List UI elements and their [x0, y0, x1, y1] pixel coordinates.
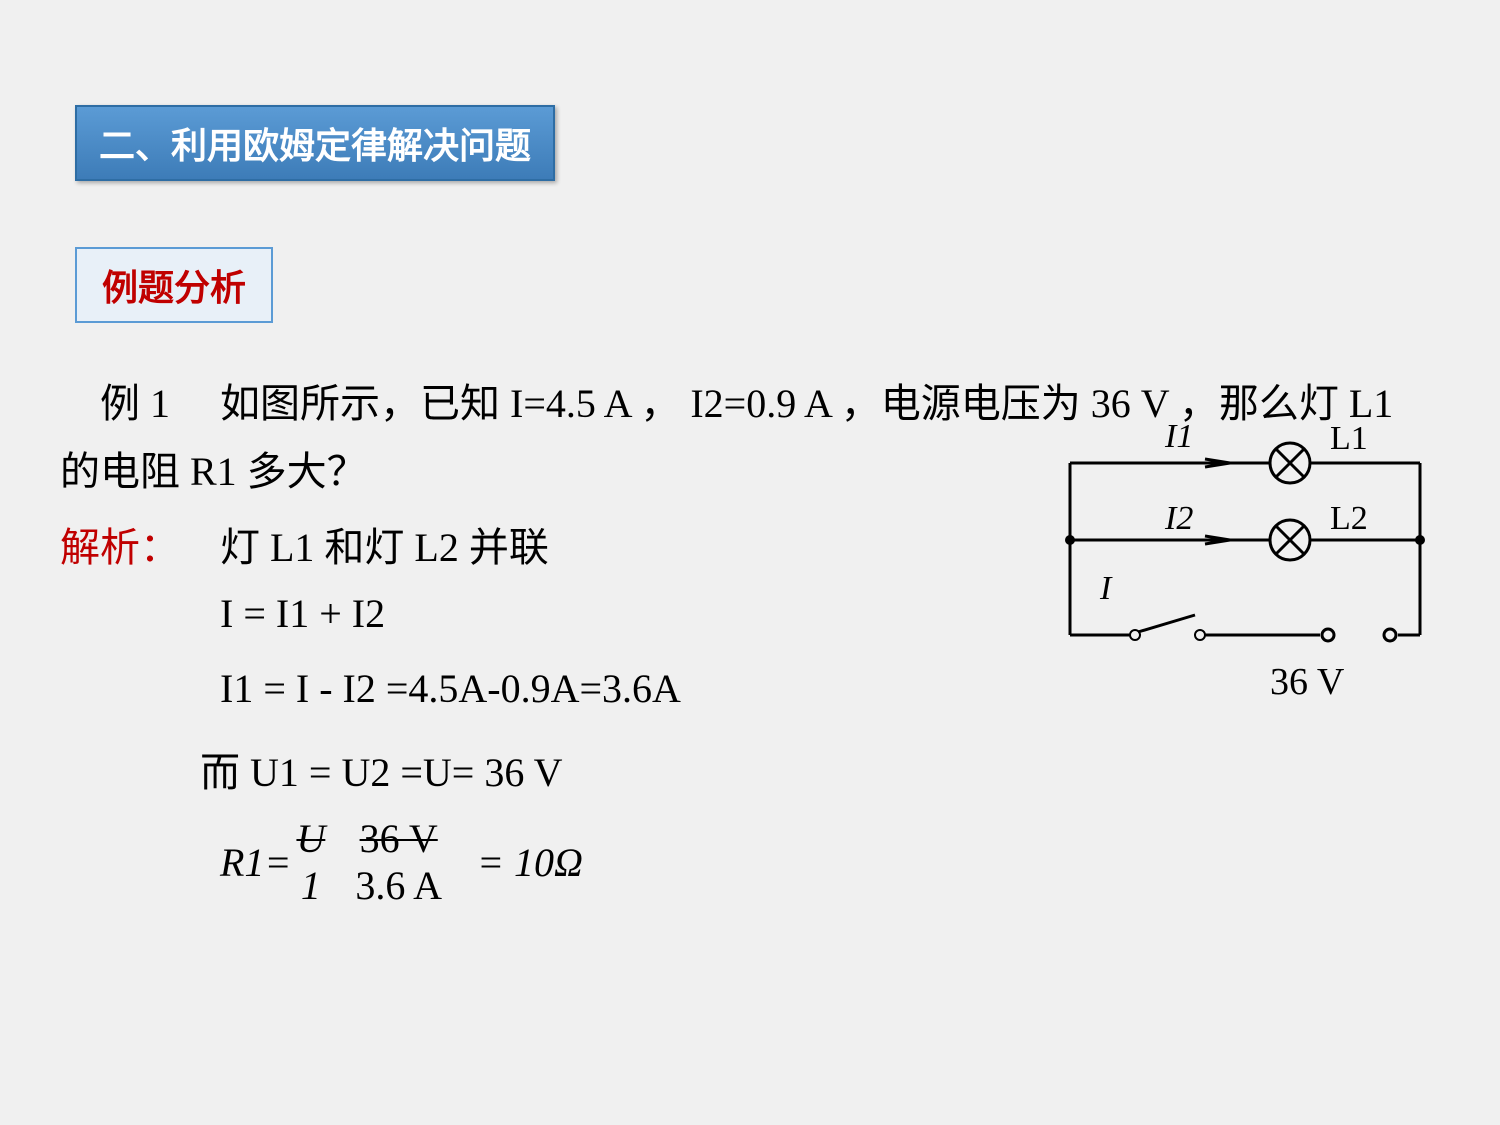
solution-parallel: 灯 L1 和灯 L2 并联	[220, 515, 549, 573]
fraction-numerator-36v: 36 V	[350, 815, 447, 862]
example-analysis-box: 例题分析	[75, 247, 273, 323]
formula-container: R1= U 1 36 V 3.6 A = 10Ω	[220, 815, 583, 909]
fraction-u-over-i: U 1	[291, 815, 330, 909]
fraction-numerator-u: U	[291, 815, 330, 862]
fraction-values: 36 V 3.6 A	[350, 815, 447, 909]
fraction-denominator-36a: 3.6 A	[350, 862, 447, 909]
solution-eq3: 而 U1 = U2 =U= 36 V	[200, 740, 563, 798]
fraction-denominator-1: 1	[291, 862, 330, 909]
circuit-voltage-label: 36 V	[1270, 660, 1344, 704]
circuit-label-i: I	[1100, 570, 1111, 608]
circuit-label-i2: I2	[1165, 500, 1193, 538]
circuit-label-l2: L2	[1330, 500, 1368, 538]
solution-eq1: I = I1 + I2	[220, 590, 385, 637]
section-header-text: 二、利用欧姆定律解决问题	[99, 125, 531, 166]
solution-label: 解析：	[60, 515, 180, 573]
section-header: 二、利用欧姆定律解决问题	[75, 105, 555, 181]
circuit-label-l1: L1	[1330, 420, 1368, 458]
circuit-svg	[1020, 425, 1450, 695]
circuit-label-i1: I1	[1165, 418, 1193, 456]
solution-eq2: I1 = I - I2 =4.5A-0.9A=3.6A	[220, 665, 681, 712]
example-box-text: 例题分析	[102, 267, 246, 308]
formula-result: = 10Ω	[477, 839, 583, 886]
circuit-diagram: I1 L1 I2 L2 I 36 V	[1020, 425, 1450, 695]
formula-r1-label: R1=	[220, 839, 291, 886]
